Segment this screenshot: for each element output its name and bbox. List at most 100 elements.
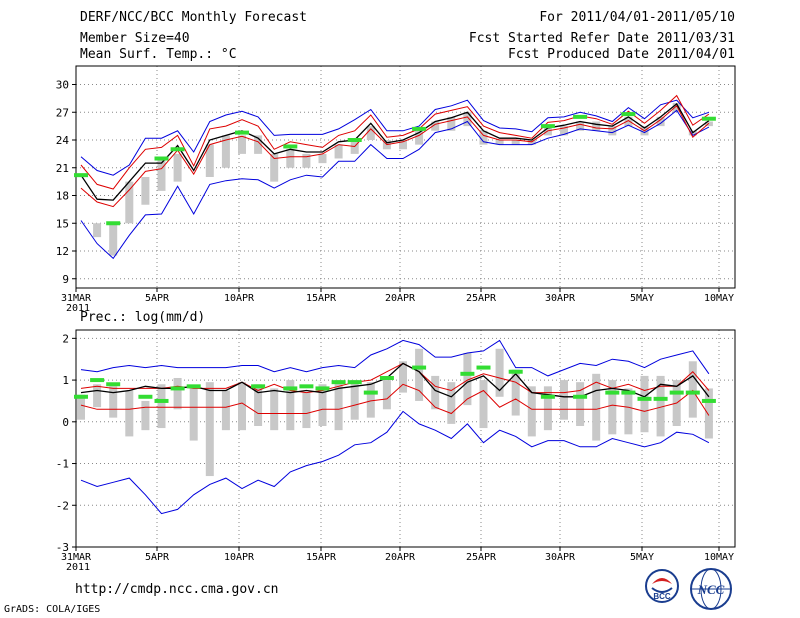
obs-marker (170, 147, 185, 152)
range-bar (656, 375, 665, 437)
series-max-line (80, 99, 710, 176)
range-bar (302, 153, 311, 168)
range-bar (495, 140, 504, 145)
range-bar (447, 382, 456, 424)
y-tick-label: 9 (62, 273, 69, 286)
panel-title: Prec.: log(mm/d) (80, 310, 205, 325)
x-tick-label: 30APR (545, 552, 576, 563)
obs-marker (331, 380, 346, 385)
obs-marker (508, 369, 523, 374)
y-tick-label: 0 (62, 416, 69, 429)
range-bar (238, 135, 246, 154)
obs-marker (621, 112, 636, 117)
range-bar (254, 135, 263, 154)
range-bar (527, 386, 536, 437)
range-bar (366, 126, 375, 140)
obs-marker (573, 114, 588, 119)
series-lower-line (80, 105, 710, 208)
x-tick-label: 31MAR (61, 552, 92, 563)
obs-marker (154, 398, 169, 403)
y-tick-label: 1 (62, 374, 69, 387)
range-bar (173, 377, 182, 410)
range-bar (238, 382, 246, 431)
range-bar (141, 177, 150, 205)
range-bar (399, 140, 407, 150)
ncc-logo-text: NCC (697, 582, 725, 597)
range-bar (576, 382, 585, 426)
range-bar (560, 380, 568, 420)
obs-marker (347, 380, 362, 385)
range-bar (366, 382, 375, 418)
obs-marker (605, 390, 620, 395)
y-tick-label: 12 (56, 245, 69, 258)
x-tick-label: 20APR (385, 293, 416, 304)
range-bar (608, 126, 617, 136)
range-bar (109, 223, 118, 256)
obs-marker (701, 398, 716, 403)
x-tick-label: 10MAY (704, 552, 734, 563)
forecast-period: For 2011/04/01-2011/05/10 (539, 10, 735, 25)
range-bar (495, 348, 504, 397)
range-bar (141, 400, 150, 431)
obs-marker (299, 384, 314, 389)
bcc-logo-text: BCC (653, 592, 671, 601)
x-tick-label: 10APR (224, 552, 255, 563)
y-tick-label: 30 (56, 79, 69, 92)
obs-marker (669, 390, 684, 395)
obs-marker (283, 144, 298, 149)
range-bar (592, 373, 601, 441)
obs-marker (106, 382, 121, 387)
x-tick-label: 5APR (145, 293, 170, 304)
obs-marker (412, 126, 427, 131)
range-bar (511, 369, 520, 416)
obs-marker (106, 221, 121, 226)
range-bar (463, 112, 472, 127)
obs-marker (74, 173, 88, 178)
obs-marker (315, 386, 330, 391)
x-tick-label: 5MAY (630, 293, 654, 304)
range-bar (543, 386, 552, 431)
range-bar (334, 380, 343, 431)
range-bar (479, 380, 488, 429)
range-bar (125, 390, 134, 437)
y-tick-label: 27 (56, 106, 69, 119)
obs-marker (235, 130, 249, 135)
range-bar (157, 158, 166, 191)
obs-marker (540, 124, 555, 129)
series-upper-line (80, 94, 710, 190)
obs-marker (701, 116, 716, 121)
obs-marker (476, 365, 491, 370)
y-tick-label: 24 (56, 134, 70, 147)
range-bar (672, 103, 681, 113)
bcc-logo-icon: BCC (645, 569, 679, 603)
series-mean-line (80, 362, 710, 398)
started-date: Fcst Started Refer Date 2011/03/31 (468, 31, 735, 46)
source-url[interactable]: http://cmdp.ncc.cma.gov.cn (75, 582, 279, 597)
y-tick-label: 2 (62, 332, 69, 345)
x-tick-label: 10MAY (704, 293, 734, 304)
y-tick-label: 21 (56, 162, 69, 175)
range-bar (608, 380, 617, 435)
range-bar (415, 348, 424, 401)
range-bar (334, 144, 343, 159)
range-bar (527, 140, 536, 145)
range-bar (205, 144, 214, 177)
range-bar (205, 382, 214, 477)
range-bar (286, 380, 295, 431)
x-tick-label: 25APR (466, 552, 497, 563)
obs-marker (460, 371, 475, 376)
y-tick-label: -3 (56, 541, 69, 554)
range-bar (125, 181, 134, 224)
range-bar (221, 135, 230, 168)
range-bar (302, 392, 311, 429)
range-bar (157, 384, 166, 429)
obs-marker (170, 386, 185, 391)
range-bar (270, 388, 279, 431)
ncc-logo-icon: NCC (690, 568, 732, 610)
obs-marker (251, 384, 266, 389)
range-bar (463, 352, 472, 406)
range-bar (93, 223, 102, 238)
range-bar (640, 375, 649, 433)
range-bar (286, 149, 295, 168)
